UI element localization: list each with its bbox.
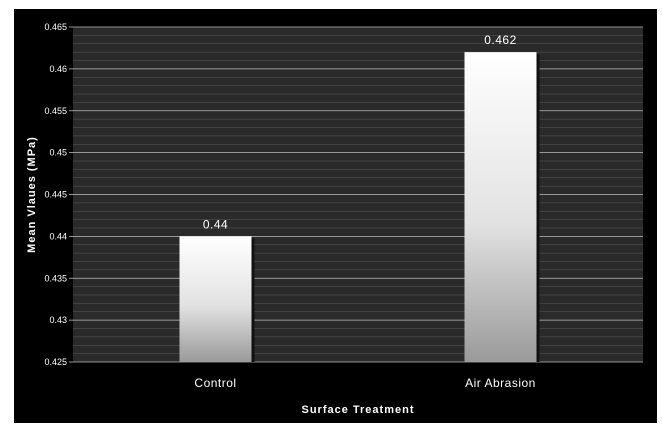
bar xyxy=(179,236,252,362)
x-tick-labels: Control Air Abrasion xyxy=(194,376,535,390)
major-gridlines xyxy=(69,26,643,363)
x-tick-label: Air Abrasion xyxy=(465,376,536,390)
y-tick-label: 0.45 xyxy=(49,148,67,158)
data-labels: 0.44 0.462 xyxy=(203,33,517,231)
x-axis-title: Surface Treatment xyxy=(302,404,415,416)
y-tick-label: 0.445 xyxy=(44,190,67,200)
data-label: 0.462 xyxy=(484,33,517,47)
bar xyxy=(464,52,537,362)
x-tick-label: Control xyxy=(194,376,236,390)
y-tick-label: 0.425 xyxy=(44,357,67,367)
y-tick-label: 0.465 xyxy=(44,22,67,32)
y-tick-label: 0.435 xyxy=(44,273,67,283)
y-tick-labels: 0.425 0.43 0.435 0.44 0.445 0.45 0.455 0.46 0.46… xyxy=(44,22,67,367)
y-tick-label: 0.455 xyxy=(44,106,67,116)
y-tick-label: 0.43 xyxy=(49,315,67,325)
bars xyxy=(179,52,540,362)
minor-gridlines xyxy=(73,35,643,354)
y-axis-title: Mean Vlaues (MPa) xyxy=(26,136,38,253)
y-tick-label: 0.44 xyxy=(49,231,67,241)
y-tick-label: 0.46 xyxy=(49,64,67,74)
data-label: 0.44 xyxy=(203,217,228,231)
